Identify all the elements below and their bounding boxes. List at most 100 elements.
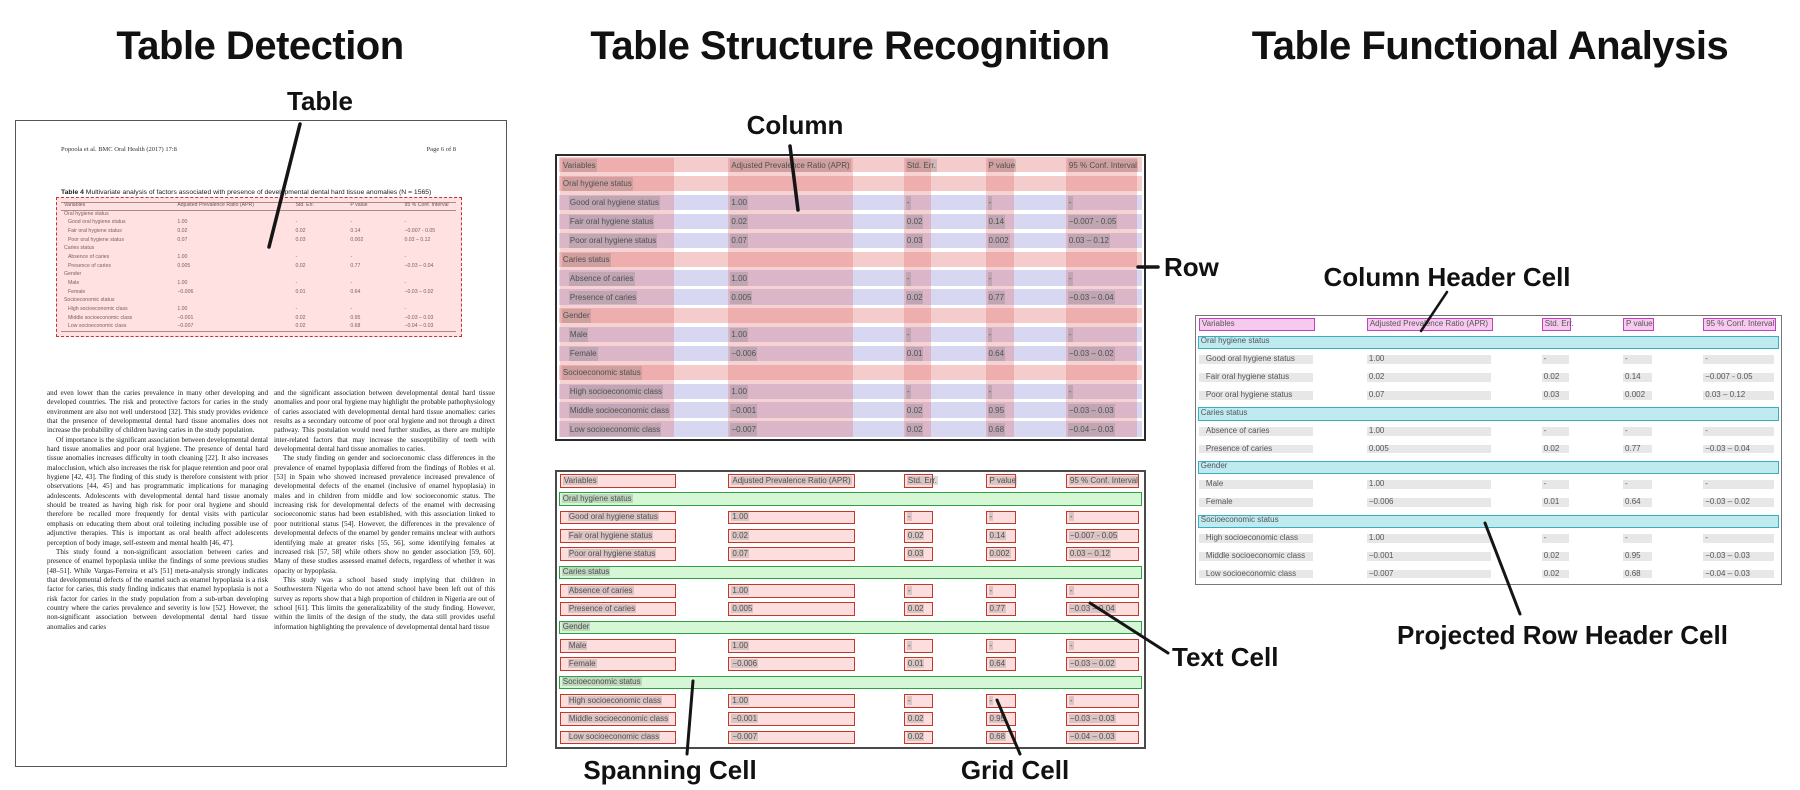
table-cell: Female [568,347,598,362]
table-cell: 0.005 [731,603,754,614]
grid-cell: −0.001 [728,712,855,727]
table-cell: Poor oral hygiene status [567,548,657,559]
table-cell: Male [67,280,80,286]
grid-cell: −0.006 [728,657,855,672]
table-cell: Presence of caries [1205,443,1273,453]
table-cell: 0.02 [905,215,924,229]
table-cell: - [295,306,298,312]
table-cell: - [1705,479,1708,489]
text-cell: 0.01 [1541,497,1570,508]
row-overlay [559,383,1142,399]
text-cell: 1.00 [1366,426,1491,436]
table-cell: 0.005 [177,262,191,269]
text-cell: 0.02 [1541,444,1570,454]
text-cell: Poor oral hygiene status [1198,390,1313,400]
table-cell: 0.02 [295,323,306,330]
table-cell: Socioeconomic status [561,366,642,380]
table-cell: 0.02 [906,732,925,742]
projected-row-header-cell: Gender [1197,460,1779,475]
table-cell: - [987,328,993,343]
body-paragraph: This study found a non-significant assoc… [47,547,268,631]
table-cell: 0.01 [295,288,306,295]
table-cell: Caries status [561,252,611,267]
table-rule [61,330,456,332]
table-cell: 0.03 – 0.12 [404,236,431,243]
grid-cell: 0.95 [985,712,1017,727]
table-cell: 0.02 [1543,372,1560,382]
spanning-cell: Socioeconomic status [558,675,1142,690]
table-cell: - [295,280,298,286]
text-cell: −0.03 – 0.02 [1703,497,1774,508]
text-cell: 0.03 [1541,390,1570,400]
table-cell: Socioeconomic status [1200,515,1279,525]
table-cell: - [987,271,993,286]
table-cell: - [1067,328,1073,343]
table-cell: Low socioeconomic class [1205,568,1297,578]
grid-cell: - [1065,584,1139,598]
table-cell: −0.03 – 0.04 [1067,290,1115,305]
spanning-cell: Oral hygiene status [558,492,1142,507]
grid-cell: High socioeconomic class [559,694,677,708]
grid-cell: 0.005 [728,602,855,617]
table-cell: 1.00 [730,196,748,211]
table-cell: - [987,196,993,211]
table-cell: 0.002 [350,236,364,243]
row-overlay [559,327,1142,343]
table-cell: −0.03 – 0.03 [1067,403,1115,418]
table-cell: P value [987,158,1017,173]
text-cell: −0.007 - 0.05 [1703,372,1774,382]
grid-cell: - [903,584,934,598]
table-cell: Gender [561,622,591,632]
table-cell: Middle socioeconomic class [1205,550,1306,560]
table-cell: −0.03 – 0.04 [1705,443,1750,453]
grid-cell: 0.01 [903,657,934,672]
row-overlay [559,157,1142,173]
text-cell: - [1703,426,1774,436]
table-cell: P value [350,202,368,208]
table-cell: 0.14 [350,228,361,234]
table-cell: 0.64 [987,347,1006,362]
table-cell: Female [567,658,597,669]
table-caption-label: Table 4 [61,189,84,196]
table-cell: 0.95 [988,713,1007,724]
table-cell: 0.02 [906,603,925,614]
text-cell: - [1703,533,1774,543]
grid-cell: 0.02 [728,529,855,543]
row-overlay [559,176,1142,192]
table-cell: 0.77 [987,290,1006,305]
text-cell: 0.07 [1366,390,1491,400]
grid-cell: 0.02 [903,529,934,543]
panel-title-detection: Table Detection [116,24,404,68]
table-cell: Good oral hygiene status [568,196,660,211]
table-cell: P value [1626,318,1653,328]
detected-table-region: Variables Adjusted Prevalence Ratio (APR)… [61,201,456,332]
table-cell: −0.007 - 0.05 [404,228,436,234]
table-cell: −0.03 – 0.02 [404,288,434,295]
table-cell: - [1625,532,1628,542]
table-cell: - [1705,354,1708,364]
grid-cell: Fair oral hygiene status [559,529,677,543]
table-cell: Low socioeconomic class [67,323,127,330]
table-cell: 1.00 [731,640,749,650]
table-cell: Low socioeconomic class [568,422,662,437]
grid-cell: Presence of caries [559,602,677,617]
grid-cell: −0.007 [728,730,855,745]
table-cell: - [1068,585,1074,595]
column-header-cell: P value [1623,318,1654,332]
table-cell: Caries status [1200,407,1248,417]
table-cell: 0.95 [987,403,1006,418]
grid-cell: 1.00 [728,639,855,653]
table-cell: −0.006 [731,658,759,669]
table-cell: 0.01 [906,658,925,669]
text-cell: −0.006 [1366,497,1491,508]
table-cell: Good oral hygiene status [67,219,126,226]
table-cell: Middle socioeconomic class [67,314,133,321]
callout-text-cell-label: Text Cell [1172,642,1279,672]
text-cell: - [1541,479,1570,490]
grid-cell: - [985,584,1017,598]
text-cell: Male [1198,479,1313,490]
table-cell: 1.00 [730,384,748,399]
text-cell: 0.02 [1366,372,1491,382]
structure-rows-columns-table: Variables Adjusted Prevalence Ratio (APR)… [555,154,1146,441]
table-cell: - [988,695,994,705]
